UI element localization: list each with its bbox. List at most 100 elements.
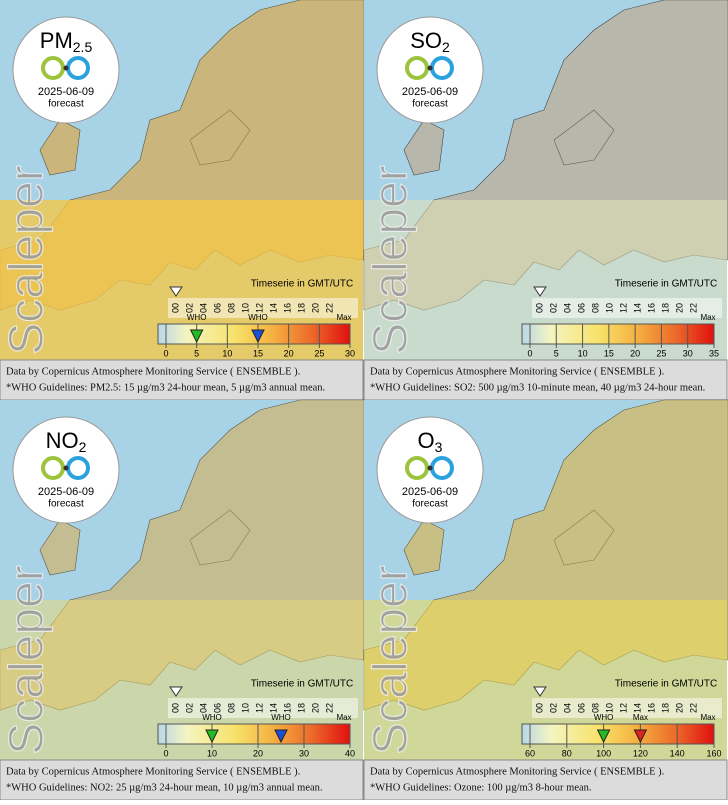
logo-dot <box>427 465 433 471</box>
watermark: Scaleper <box>1 565 54 754</box>
hour-label: 02 <box>184 303 194 313</box>
colorbar-tick-label: 20 <box>253 748 263 758</box>
watermark: Scaleper <box>365 165 418 354</box>
hour-label: 12 <box>254 303 264 313</box>
colorbar-tick-label: 30 <box>299 748 309 758</box>
hour-label: 14 <box>268 703 278 713</box>
colorbar-max: Max <box>700 713 715 722</box>
hour-label: 04 <box>562 303 572 313</box>
pollutant: PM <box>40 28 73 53</box>
colorbar-tick-label: 120 <box>633 748 648 758</box>
timeline-strip <box>532 298 722 318</box>
hour-label: 00 <box>534 703 544 713</box>
hour-label: 16 <box>282 303 292 313</box>
timeline-cursor <box>169 286 183 297</box>
watermark: Scaleper <box>1 165 54 354</box>
colorbar-tick-label: 30 <box>345 348 355 358</box>
hour-label: 22 <box>688 703 698 713</box>
guideline: *WHO Guidelines: SO2: 500 µg/m3 10-minut… <box>370 382 705 393</box>
hour-label: 06 <box>212 703 222 713</box>
colorbar-tick-label: 30 <box>683 348 693 358</box>
pollutant-name: O3 <box>418 428 443 455</box>
logo-loop <box>41 456 65 480</box>
marker-arrow <box>596 729 611 744</box>
colorbar-max: Max <box>700 313 715 322</box>
hour-label: 12 <box>618 703 628 713</box>
watermark: Scaleper <box>365 565 418 754</box>
credit: Data by Copernicus Atmosphere Monitoring… <box>6 366 300 377</box>
timeline-cursor <box>169 686 183 697</box>
timeline-cursor <box>533 686 547 697</box>
hour-label: 10 <box>604 703 614 713</box>
marker-arrow <box>205 729 219 744</box>
forecast-label: forecast <box>412 99 448 110</box>
colorbar-tick-label: 5 <box>554 348 559 358</box>
forecast-label: forecast <box>48 99 84 110</box>
hour-label: 08 <box>226 703 236 713</box>
hour-label: 02 <box>548 703 558 713</box>
pollutant-subscript: 2 <box>442 39 450 55</box>
hour-label: 04 <box>562 703 572 713</box>
hour-label: 20 <box>310 303 320 313</box>
pollutant: SO <box>410 28 442 53</box>
forecast-date: 2025-06-09 <box>402 486 458 498</box>
forecast-date: 2025-06-09 <box>38 486 94 498</box>
logo-loop <box>405 456 429 480</box>
hour-label: 04 <box>198 303 208 313</box>
timeline-label: Timeserie in GMT/UTC <box>251 679 353 690</box>
hour-label: 06 <box>576 303 586 313</box>
colorbar-tick-label: 35 <box>709 348 719 358</box>
hour-label: 18 <box>296 703 306 713</box>
colorbar-tick-label: 20 <box>284 348 294 358</box>
hour-label: 14 <box>268 303 278 313</box>
guideline: *WHO Guidelines: Ozone: 100 µg/m3 8-hour… <box>370 782 592 793</box>
logo-dot <box>63 65 69 71</box>
marker-label: WHO <box>187 313 207 322</box>
hour-label: 18 <box>660 303 670 313</box>
colorbar-tick-label: 20 <box>630 348 640 358</box>
colorbar-tick-label: 10 <box>578 348 588 358</box>
colorbar-tick-label: 0 <box>163 748 168 758</box>
caption-box <box>363 759 728 801</box>
marker-arrow <box>274 729 288 744</box>
pollutant-subscript: 3 <box>435 439 443 455</box>
hour-label: 20 <box>674 703 684 713</box>
hour-label: 20 <box>310 703 320 713</box>
colorbar-tick-label: 40 <box>345 748 355 758</box>
hour-label: 10 <box>604 303 614 313</box>
hour-label: 02 <box>548 303 558 313</box>
colorbar-tick-label: 80 <box>562 748 572 758</box>
hour-label: 14 <box>632 303 642 313</box>
marker-arrow <box>633 729 648 744</box>
hour-label: 00 <box>170 303 180 313</box>
timeline-label: Timeserie in GMT/UTC <box>615 279 717 290</box>
hour-label: 10 <box>240 703 250 713</box>
pollutant: O <box>418 428 435 453</box>
marker-label: WHO <box>594 713 614 722</box>
forecast-date: 2025-06-09 <box>38 86 94 98</box>
timeline-cursor <box>533 286 547 297</box>
colorbar-tick-label: 10 <box>222 348 232 358</box>
timeline-strip <box>168 698 358 718</box>
credit: Data by Copernicus Atmosphere Monitoring… <box>6 766 300 777</box>
colorbar-tick-label: 140 <box>670 748 685 758</box>
credit: Data by Copernicus Atmosphere Monitoring… <box>370 766 664 777</box>
marker-label: WHO <box>248 313 268 322</box>
hour-label: 16 <box>282 703 292 713</box>
marker-arrow <box>251 329 265 344</box>
pollutant-subscript: 2.5 <box>73 39 93 55</box>
colorbar-tick-label: 0 <box>163 348 168 358</box>
logo-dot <box>427 65 433 71</box>
marker-label: WHO <box>202 713 222 722</box>
hour-label: 22 <box>324 303 334 313</box>
colorbar-tick-label: 160 <box>706 748 721 758</box>
colorbar <box>521 323 715 345</box>
hour-label: 20 <box>674 303 684 313</box>
logo-loop <box>405 56 429 80</box>
hour-label: 12 <box>618 303 628 313</box>
colorbar-tick-label: 60 <box>525 748 535 758</box>
